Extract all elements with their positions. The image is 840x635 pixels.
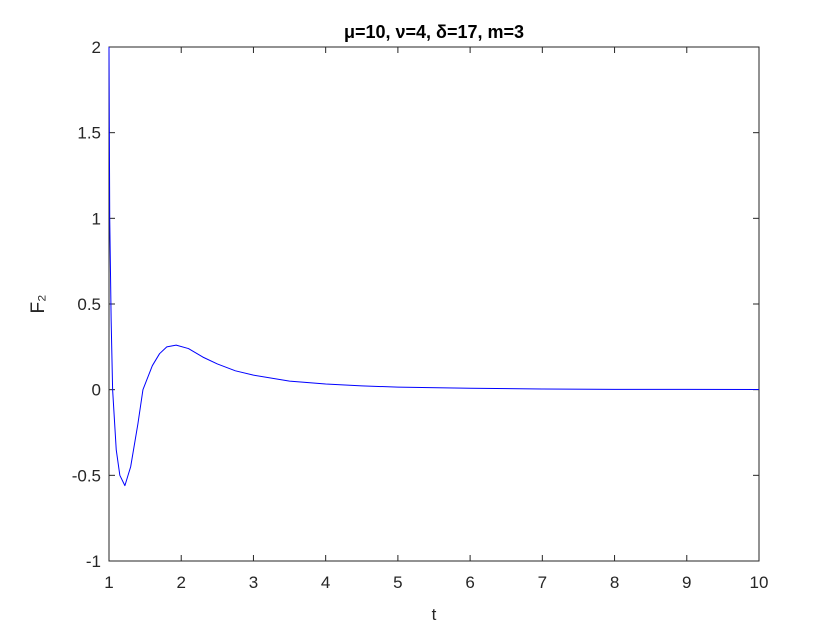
x-tick-label: 7	[538, 573, 547, 592]
x-tick-label: 9	[682, 573, 691, 592]
y-tick-label: 1	[92, 209, 101, 228]
x-tick-label: 2	[176, 573, 185, 592]
x-tick-label: 6	[465, 573, 474, 592]
y-tick-label: 0.5	[77, 295, 101, 314]
chart-title: μ=10, ν=4, δ=17, m=3	[344, 22, 524, 42]
x-tick-label: 3	[249, 573, 258, 592]
y-axis-label: F₂	[28, 295, 49, 314]
x-tick-label: 5	[393, 573, 402, 592]
x-tick-label: 8	[610, 573, 619, 592]
x-tick-label: 1	[104, 573, 113, 592]
data-line	[108, 46, 760, 487]
x-axis-label: t	[432, 605, 437, 624]
x-tick-label: 4	[321, 573, 330, 592]
y-tick-label: 0	[92, 381, 101, 400]
x-tick-label: 10	[750, 573, 769, 592]
y-tick-label: -1	[86, 552, 101, 571]
plot-box	[108, 46, 760, 562]
y-tick-label: -0.5	[72, 466, 101, 485]
y-tick-label: 2	[92, 38, 101, 57]
y-tick-label: 1.5	[77, 124, 101, 143]
